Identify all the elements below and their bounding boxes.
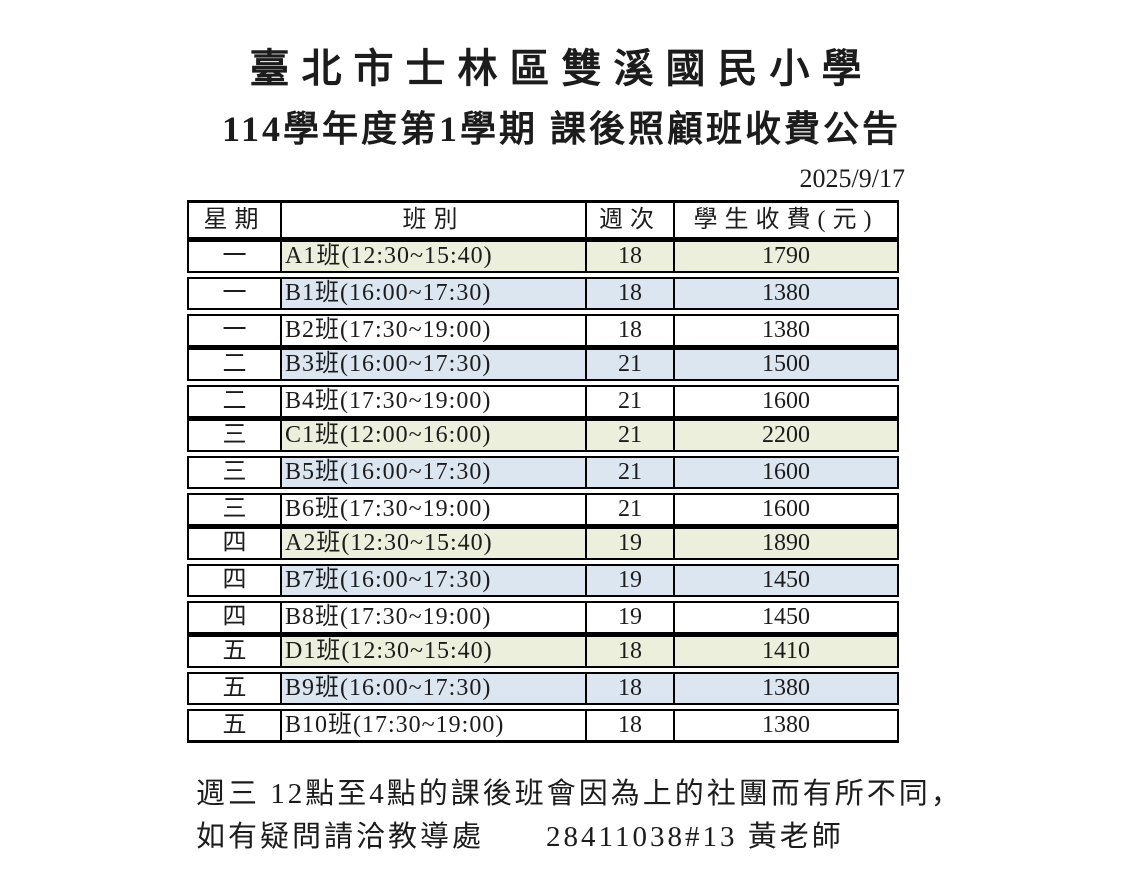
- cell-fee: 1600: [675, 458, 897, 487]
- table-row: 四 A2班(12:30~15:40) 19 1890: [187, 526, 899, 560]
- footer-line2: 如有疑問請洽教導處 28411038#13 黃老師: [196, 816, 1123, 859]
- cell-class: B1班(16:00~17:30): [282, 279, 587, 308]
- column-header-fee: 學生收費(元): [693, 206, 879, 233]
- cell-day: 五: [189, 711, 282, 740]
- table-row: 一 B1班(16:00~17:30) 18 1380: [187, 277, 899, 310]
- cell-fee: 1410: [675, 637, 897, 666]
- table-row: 二 B3班(16:00~17:30) 21 1500: [187, 347, 899, 381]
- cell-fee: 1380: [675, 279, 897, 308]
- cell-class: B5班(16:00~17:30): [282, 458, 587, 487]
- cell-weeks: 18: [587, 637, 675, 666]
- cell-class: D1班(12:30~15:40): [282, 637, 587, 666]
- cell-class: B8班(17:30~19:00): [282, 603, 587, 632]
- cell-fee: 1790: [675, 242, 897, 271]
- table-row: 五 D1班(12:30~15:40) 18 1410: [187, 634, 899, 668]
- cell-day: 一: [189, 316, 282, 345]
- cell-weeks: 18: [587, 711, 675, 740]
- cell-fee: 1600: [762, 388, 810, 414]
- cell-weeks: 21: [587, 350, 675, 379]
- cell-weeks: 18: [587, 242, 675, 271]
- cell-fee: 2200: [675, 421, 897, 450]
- table-row: 四 B7班(16:00~17:30) 19 1450: [187, 564, 899, 597]
- cell-class: B3班(16:00~17:30): [282, 350, 587, 379]
- cell-weeks: 21: [587, 495, 675, 524]
- cell-class: A2班(12:30~15:40): [282, 529, 587, 558]
- cell-fee: 1380: [675, 674, 897, 703]
- column-header-class: 班別: [282, 203, 587, 237]
- cell-day: 三: [189, 495, 282, 524]
- cell-day: 二: [189, 387, 282, 416]
- footer-line2-text: 如有疑問請洽教導處: [196, 821, 485, 853]
- cell-fee: 1500: [675, 350, 897, 379]
- table-row: 五 B10班(17:30~19:00) 18 1380: [187, 709, 899, 743]
- cell-weeks: 19: [587, 529, 675, 558]
- page-title: 114學年度第1學期 課後照顧班收費公告: [221, 109, 901, 149]
- cell-class: A1班(12:30~15:40): [282, 242, 587, 271]
- table-row: 三 B5班(16:00~17:30) 21 1600: [187, 456, 899, 489]
- fee-table: 星期 班別 週次 學生收費(元) 一 A1班(12:30~15:40) 18 1…: [187, 200, 899, 743]
- cell-class: B9班(16:00~17:30): [282, 674, 587, 703]
- cell-class: C1班(12:00~16:00): [282, 421, 587, 450]
- cell-fee: 1600: [762, 496, 810, 522]
- cell-weeks: 21: [587, 387, 675, 416]
- cell-class: B2班(17:30~19:00): [282, 316, 587, 345]
- footer-line1: 週三 12點至4點的課後班會因為上的社團而有所不同，: [196, 778, 963, 810]
- table-row: 四 B8班(17:30~19:00) 19 1450: [187, 601, 899, 634]
- cell-weeks: 19: [587, 566, 675, 595]
- cell-weeks: 19: [587, 603, 675, 632]
- column-header-day: 星期: [189, 203, 282, 237]
- cell-fee: 1380: [762, 317, 810, 343]
- cell-day: 一: [189, 242, 282, 271]
- cell-day: 二: [189, 350, 282, 379]
- cell-day: 三: [189, 458, 282, 487]
- cell-day: 四: [189, 566, 282, 595]
- cell-fee: 1890: [675, 529, 897, 558]
- footer-contact: 28411038#13 黃老師: [546, 821, 844, 853]
- cell-weeks: 18: [587, 674, 675, 703]
- table-row: 三 B6班(17:30~19:00) 21 1600: [187, 493, 899, 526]
- cell-class: B6班(17:30~19:00): [282, 495, 587, 524]
- cell-weeks: 18: [587, 279, 675, 308]
- cell-class: B7班(16:00~17:30): [282, 566, 587, 595]
- cell-weeks: 18: [587, 316, 675, 345]
- table-row: 一 A1班(12:30~15:40) 18 1790: [187, 239, 899, 273]
- cell-day: 四: [189, 529, 282, 558]
- cell-fee: 1450: [675, 566, 897, 595]
- cell-class: B4班(17:30~19:00): [282, 387, 587, 416]
- school-name: 臺北市士林區雙溪國民小學: [249, 46, 874, 91]
- cell-day: 五: [189, 637, 282, 666]
- table-header-row: 星期 班別 週次 學生收費(元): [187, 200, 899, 239]
- cell-weeks: 21: [587, 421, 675, 450]
- cell-day: 五: [189, 674, 282, 703]
- table-row: 一 B2班(17:30~19:00) 18 1380: [187, 314, 899, 347]
- table-row: 三 C1班(12:00~16:00) 21 2200: [187, 418, 899, 452]
- cell-weeks: 21: [587, 458, 675, 487]
- announcement-date: 2025/9/17: [799, 164, 905, 193]
- table-row: 二 B4班(17:30~19:00) 21 1600: [187, 385, 899, 418]
- column-header-weeks: 週次: [587, 203, 675, 237]
- cell-class: B10班(17:30~19:00): [282, 711, 587, 740]
- cell-fee: 1450: [762, 604, 810, 630]
- cell-day: 四: [189, 603, 282, 632]
- cell-fee: 1380: [762, 712, 810, 738]
- footer-note: 週三 12點至4點的課後班會因為上的社團而有所不同， 如有疑問請洽教導處 284…: [196, 773, 1123, 859]
- cell-day: 一: [189, 279, 282, 308]
- cell-day: 三: [189, 421, 282, 450]
- table-row: 五 B9班(16:00~17:30) 18 1380: [187, 672, 899, 705]
